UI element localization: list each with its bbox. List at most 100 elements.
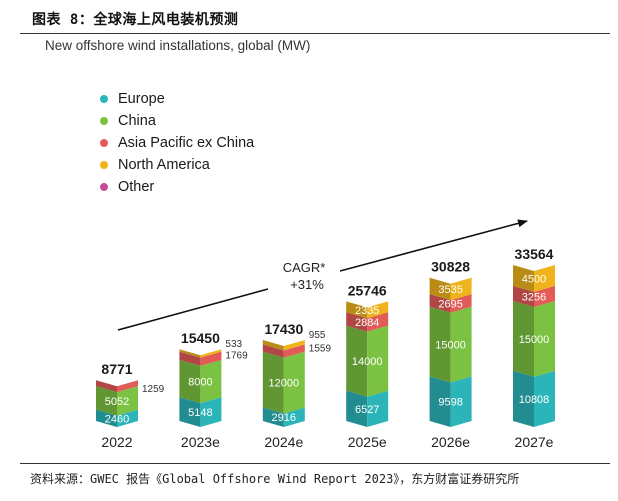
segment-label: 2460 <box>105 413 129 425</box>
bar-group: 2460 5052 1259 8771 2022 <box>96 361 165 450</box>
x-tick-label: 2022 <box>101 434 132 450</box>
segment-label: 5052 <box>105 396 129 408</box>
bar-segment-asia-pacific-ex-china-left <box>513 285 534 308</box>
total-label: 8771 <box>101 361 132 377</box>
legend-item-asia-pacific: Asia Pacific ex China <box>100 132 254 154</box>
bar-segment-asia-pacific-ex-china <box>200 351 222 366</box>
bar-segment-china <box>200 359 222 404</box>
bar-segment-asia-pacific-ex-china-left <box>429 294 451 313</box>
x-tick-label: 2024e <box>264 434 303 450</box>
cagr-trend-arrow: CAGR* +31% <box>117 219 528 331</box>
bar-segment-asia-pacific-ex-china <box>450 294 472 313</box>
bar-segment-china-left <box>262 351 284 414</box>
segment-label: 15000 <box>519 334 550 346</box>
bar-segment-europe <box>367 390 389 427</box>
bar-segment-asia-pacific-ex-china-left <box>262 344 284 358</box>
bar-segment-europe <box>450 376 472 427</box>
legend-label: North America <box>118 157 210 173</box>
bar-segment-north-america <box>534 265 555 292</box>
legend-dot-icon <box>100 139 108 147</box>
segment-label: 10808 <box>519 394 550 406</box>
bar-segment-europe-left <box>346 390 368 427</box>
bottom-divider <box>20 463 610 464</box>
bar-segment-china <box>283 351 305 414</box>
segment-label-outside: 533 <box>225 339 242 350</box>
segment-label: 3256 <box>522 291 546 303</box>
bar-segment-north-america <box>450 277 472 301</box>
bar-segment-europe-left <box>429 376 451 427</box>
segment-label: 14000 <box>352 356 383 368</box>
bar-segment-asia-pacific-ex-china <box>283 344 305 358</box>
bar-segment-north-america-left <box>262 339 284 351</box>
bar-segment-asia-pacific-ex-china <box>534 285 555 308</box>
bar-group: 2916 12000 1559 955 17430 2024e <box>262 321 332 450</box>
legend-item-europe: Europe <box>100 88 254 110</box>
segment-label: 4500 <box>522 273 546 285</box>
bar-segment-europe-left <box>513 370 534 427</box>
segment-label: 2916 <box>272 412 296 424</box>
segment-label: 2695 <box>438 298 462 310</box>
bar-segment-europe-left <box>96 409 117 427</box>
segment-label: 2884 <box>355 317 379 329</box>
bar-segment-china-left <box>96 386 117 416</box>
bar-segment-china-left <box>513 301 534 377</box>
bar-segment-north-america-left <box>346 301 368 319</box>
segment-label: 12000 <box>269 378 300 390</box>
figure-title: 图表 8：全球海上风电装机预测 <box>32 12 239 28</box>
x-tick-label: 2025e <box>348 434 387 450</box>
source-note: 资料来源：GWEC 报告《Global Offshore Wind Report… <box>30 472 520 486</box>
segment-label-outside: 1769 <box>225 351 248 362</box>
segment-label: 3535 <box>438 284 462 296</box>
bar-segment-europe-left <box>179 397 201 427</box>
legend-label: Europe <box>118 91 165 107</box>
total-label: 25746 <box>348 282 387 298</box>
legend: Europe China Asia Pacific ex China North… <box>100 88 254 198</box>
bar-segment-north-america <box>283 339 305 351</box>
bar-segment-china <box>450 306 472 383</box>
segment-label-outside: 1559 <box>309 343 332 354</box>
x-tick-label: 2026e <box>431 434 470 450</box>
total-label: 15450 <box>181 330 220 346</box>
bar-segment-china-left <box>429 306 451 383</box>
legend-label: Other <box>118 179 155 195</box>
x-tick-label: 2023e <box>181 434 220 450</box>
legend-dot-icon <box>100 183 108 191</box>
bar-segment-china-left <box>179 359 201 404</box>
total-label: 17430 <box>264 321 303 337</box>
bar-segment-north-america <box>367 301 389 319</box>
legend-dot-icon <box>100 95 108 103</box>
cagr-label: CAGR* <box>283 260 326 275</box>
trend-line-left <box>117 288 269 331</box>
segment-label-outside: 1259 <box>142 384 165 395</box>
bar-segment-north-america-left <box>179 349 201 358</box>
bar-segment-china <box>534 301 555 377</box>
legend-label: Asia Pacific ex China <box>118 135 255 151</box>
bar-segment-europe <box>283 407 305 427</box>
chart-title: New offshore wind installations, global … <box>45 38 311 53</box>
bar-segment-north-america-left <box>513 265 534 292</box>
bar-group: 10808 15000 3256 4500 33564 2027e <box>513 246 555 450</box>
segment-label-outside: 955 <box>309 330 326 341</box>
bar-segment-europe-left <box>262 407 284 427</box>
bar-segment-asia-pacific-ex-china <box>117 380 138 393</box>
bar-segment-north-america-left <box>429 277 451 301</box>
legend-dot-icon <box>100 117 108 125</box>
bar-segment-asia-pacific-ex-china <box>367 312 389 332</box>
x-tick-label: 2027e <box>515 434 554 450</box>
cagr-value: +31% <box>290 277 324 292</box>
legend-item-north-america: North America <box>100 154 254 176</box>
bar-segment-asia-pacific-ex-china-left <box>179 351 201 366</box>
legend-dot-icon <box>100 161 108 169</box>
trend-line-right <box>339 219 528 272</box>
bar-segment-asia-pacific-ex-china-left <box>346 312 368 332</box>
bar-segment-asia-pacific-ex-china-left <box>96 380 117 393</box>
bar-segment-north-america <box>200 349 222 358</box>
bar-segment-europe <box>534 370 555 427</box>
bar-segment-europe <box>117 409 138 427</box>
legend-item-other: Other <box>100 176 254 198</box>
total-label: 33564 <box>515 246 554 262</box>
